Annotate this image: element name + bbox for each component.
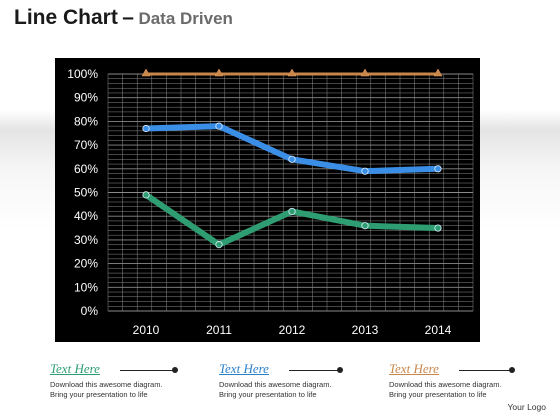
callout-2-line2: Bring your presentation to life bbox=[219, 390, 317, 399]
callout-3-line bbox=[459, 370, 511, 371]
series-1-point bbox=[360, 68, 370, 77]
logo-text: Your Logo bbox=[507, 402, 546, 412]
series-3-point bbox=[434, 224, 442, 232]
series-2-point bbox=[142, 124, 150, 133]
series-1-point bbox=[214, 68, 224, 77]
chart-background bbox=[55, 58, 480, 342]
series-1-point bbox=[433, 68, 443, 77]
title-main: Line Chart bbox=[14, 6, 118, 29]
series-3-point bbox=[288, 207, 296, 216]
y-tick-label: 0% bbox=[81, 304, 99, 318]
series-3-point bbox=[215, 241, 223, 249]
page-title: Line Chart – Data Driven bbox=[14, 6, 233, 30]
callout-1-line bbox=[120, 370, 174, 371]
callout-3-dot bbox=[509, 367, 515, 373]
y-tick-label: 40% bbox=[74, 209, 98, 223]
callout-2-line1: Download this awesome diagram. bbox=[219, 380, 332, 389]
y-tick-label: 30% bbox=[74, 233, 98, 247]
series-2-point bbox=[361, 167, 369, 175]
callout-1-label: Text Here bbox=[50, 361, 100, 376]
series-1-point bbox=[141, 68, 151, 77]
title-subtitle: Data Driven bbox=[138, 9, 233, 28]
x-tick-label: 2011 bbox=[206, 323, 232, 337]
callout-2: Text Here Download this awesome diagram.… bbox=[219, 360, 379, 400]
callout-2-line bbox=[289, 370, 339, 371]
callout-1-dot bbox=[172, 367, 178, 373]
callout-2-dot bbox=[337, 367, 343, 373]
y-tick-label: 50% bbox=[74, 186, 98, 200]
series-1-point bbox=[287, 68, 297, 77]
callout-3-label: Text Here bbox=[389, 361, 439, 376]
y-tick-label: 60% bbox=[74, 162, 98, 176]
y-tick-label: 100% bbox=[67, 67, 98, 81]
y-tick-label: 10% bbox=[74, 280, 98, 294]
series-3-point bbox=[361, 222, 369, 230]
callout-1-line2: Bring your presentation to life bbox=[50, 390, 148, 399]
series-3-point bbox=[142, 191, 150, 199]
callout-1: Text Here Download this awesome diagram.… bbox=[50, 360, 210, 400]
y-tick-label: 80% bbox=[74, 114, 98, 128]
title-dash: – bbox=[122, 6, 134, 29]
x-tick-label: 2014 bbox=[425, 323, 452, 337]
callout-3: Text Here Download this awesome diagram.… bbox=[389, 360, 549, 400]
series-2-point bbox=[288, 155, 296, 163]
x-tick-label: 2010 bbox=[133, 323, 160, 337]
y-tick-label: 20% bbox=[74, 257, 98, 271]
x-tick-label: 2013 bbox=[352, 323, 379, 337]
series-2-point bbox=[215, 122, 223, 130]
callout-2-label: Text Here bbox=[219, 361, 269, 376]
x-tick-label: 2012 bbox=[279, 323, 306, 337]
callout-3-line1: Download this awesome diagram. bbox=[389, 380, 502, 389]
callout-3-line2: Bring your presentation to life bbox=[389, 390, 487, 399]
y-tick-label: 70% bbox=[74, 138, 98, 152]
y-tick-label: 90% bbox=[74, 91, 98, 105]
series-2-point bbox=[434, 165, 442, 173]
callout-1-line1: Download this awesome diagram. bbox=[50, 380, 163, 389]
